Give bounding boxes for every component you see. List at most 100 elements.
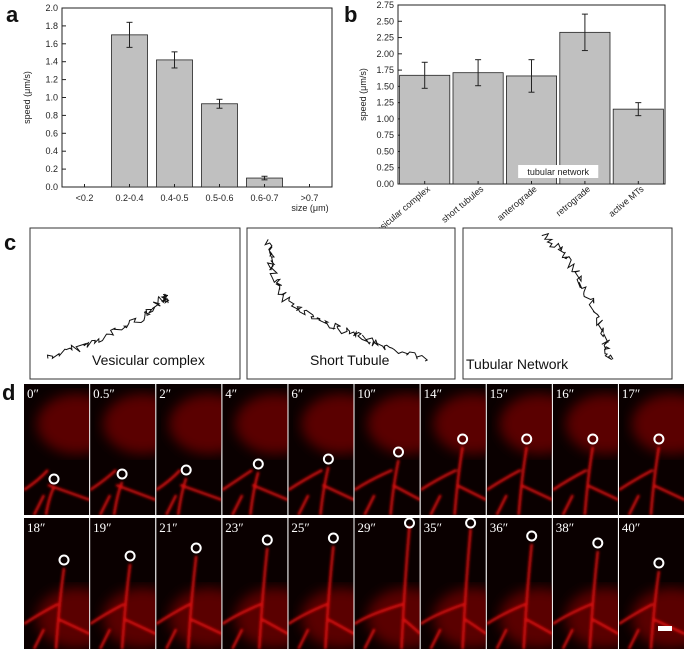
filament-path: [552, 468, 618, 515]
glow: [631, 588, 685, 648]
x-tick-label: active MTs: [607, 184, 646, 219]
y-axis-label: speed (μm/s): [358, 68, 368, 121]
y-tick-label: 0.6: [45, 128, 58, 138]
marker: [180, 464, 192, 476]
time-label: 18″: [27, 520, 45, 535]
microscopy-frame: [486, 518, 552, 649]
glow: [433, 588, 486, 648]
marker: [48, 473, 60, 485]
microscopy-frame: [222, 518, 288, 649]
filament: [24, 469, 90, 515]
bar: [111, 34, 148, 188]
time-label: 23″: [225, 520, 243, 535]
trajectory: [46, 293, 170, 360]
filament-path: [461, 528, 472, 649]
glow: [169, 394, 222, 454]
bar: [399, 74, 451, 185]
y-tick-label: 0.0: [45, 182, 58, 192]
filament: [222, 468, 288, 515]
marker: [58, 554, 70, 566]
bar: [156, 59, 193, 188]
filament-path: [649, 570, 661, 649]
filament-path: [288, 602, 354, 649]
filament: [552, 550, 618, 649]
filament-path: [156, 469, 222, 515]
filament-path: [618, 468, 685, 515]
error-bar: [171, 51, 178, 69]
marker: [653, 557, 665, 569]
glow: [499, 394, 552, 454]
y-tick-label: 1.2: [45, 75, 58, 85]
time-label: 40″: [622, 520, 640, 535]
glow: [565, 394, 618, 454]
time-label: 0″: [27, 386, 39, 401]
filament-path: [249, 471, 260, 515]
x-tick-label: 0.4-0.5: [160, 193, 188, 203]
marker: [592, 537, 604, 549]
microscopy-frame: [288, 518, 354, 649]
time-label: 14″: [424, 386, 442, 401]
error-bar: [581, 13, 588, 52]
x-tick-label: <0.2: [76, 193, 94, 203]
filament-path: [486, 468, 552, 515]
filament-path: [486, 602, 552, 649]
time-label: 16″: [556, 386, 574, 401]
filament: [288, 466, 354, 515]
y-tick-label: 2.25: [376, 33, 394, 43]
y-tick-label: 2.00: [376, 49, 394, 59]
trajectory-box: [462, 227, 673, 380]
glow: [433, 394, 486, 454]
y-tick-label: 1.25: [376, 98, 394, 108]
filament: [420, 528, 486, 649]
filament-path: [588, 550, 600, 649]
trajectory-label: Tubular Network: [466, 356, 569, 372]
filament-path: [258, 547, 269, 649]
marker: [521, 433, 533, 445]
marker: [124, 550, 136, 562]
marker: [457, 433, 469, 445]
y-tick-label: 1.50: [376, 81, 394, 91]
filament: [420, 446, 486, 515]
trajectory-box: [29, 227, 241, 380]
microscopy-frame: [486, 384, 552, 515]
filament: [618, 446, 685, 515]
y-tick-label: 0.00: [376, 179, 394, 189]
marker: [465, 518, 477, 529]
trajectory-box: [246, 227, 456, 380]
x-tick-label: >0.7: [301, 193, 319, 203]
error-bar: [421, 61, 428, 89]
filament-path: [288, 468, 354, 515]
glow: [36, 394, 90, 454]
annotation-box: [518, 165, 599, 178]
error-bar: [635, 102, 642, 117]
filament: [90, 469, 156, 515]
marker: [393, 446, 404, 458]
time-label: 6″: [291, 386, 303, 401]
filament-path: [522, 543, 533, 649]
panel-label: d: [2, 380, 15, 405]
filament-path: [54, 567, 66, 649]
glow: [367, 394, 420, 454]
microscopy-frame: [288, 384, 354, 515]
microscopy-frame: [156, 384, 222, 515]
microscopy-frame: [354, 384, 420, 515]
filament-path: [222, 602, 288, 649]
marker: [261, 534, 273, 546]
filament: [156, 469, 222, 515]
microscopy-frame: [552, 384, 618, 515]
time-label: 17″: [622, 386, 640, 401]
bar: [559, 31, 611, 185]
filament-path: [400, 525, 411, 649]
filament-path: [24, 469, 90, 515]
glow: [235, 394, 288, 454]
y-tick-label: 1.6: [45, 39, 58, 49]
y-tick-label: 0.8: [45, 110, 58, 120]
time-label: 29″: [358, 520, 376, 535]
filament: [222, 547, 288, 649]
x-tick-label: anterograde: [495, 184, 539, 223]
y-axis-label: speed (μm/s): [22, 71, 32, 124]
microscopy-frame: [618, 518, 685, 649]
filament-path: [112, 481, 124, 515]
x-tick-label: short tubules: [439, 184, 485, 225]
microscopy-frame: [222, 384, 288, 515]
